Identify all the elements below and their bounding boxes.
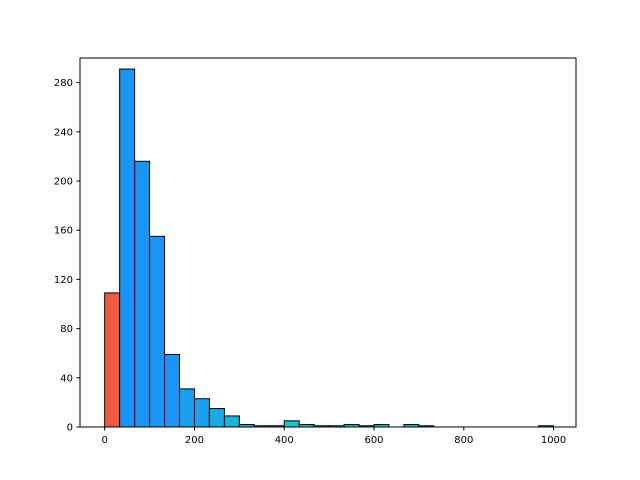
x-tick-label: 1000 [541,435,566,446]
histogram-bar [179,388,195,428]
histogram-bar [283,420,300,428]
y-tick-label: 240 [54,127,73,138]
x-tick-label: 800 [454,435,473,446]
histogram-bar [149,235,166,428]
x-tick-label: 600 [364,435,383,446]
histogram-bar [193,398,210,428]
x-tick-label: 200 [185,435,204,446]
histogram-bar [119,68,136,428]
y-tick-label: 0 [67,423,73,434]
y-tick-label: 280 [54,78,73,89]
plot-frame [79,57,577,428]
histogram-bar [164,353,181,428]
ticks-group: 0 200 400 600 800 1000 0 40 80 120 160 200 240 280 [54,78,566,446]
y-tick-label: 160 [54,226,73,237]
x-tick-label: 0 [102,435,108,446]
y-tick-label: 80 [60,324,73,335]
bars-group [104,68,555,428]
y-tick-label: 200 [54,177,73,188]
x-tick-label: 400 [275,435,294,446]
y-tick-label: 120 [54,275,73,286]
y-tick-label: 40 [60,373,73,384]
histogram-bar [208,408,225,428]
histogram-bar [223,415,240,428]
histogram-bar [104,292,121,428]
histogram-bar [134,160,151,428]
